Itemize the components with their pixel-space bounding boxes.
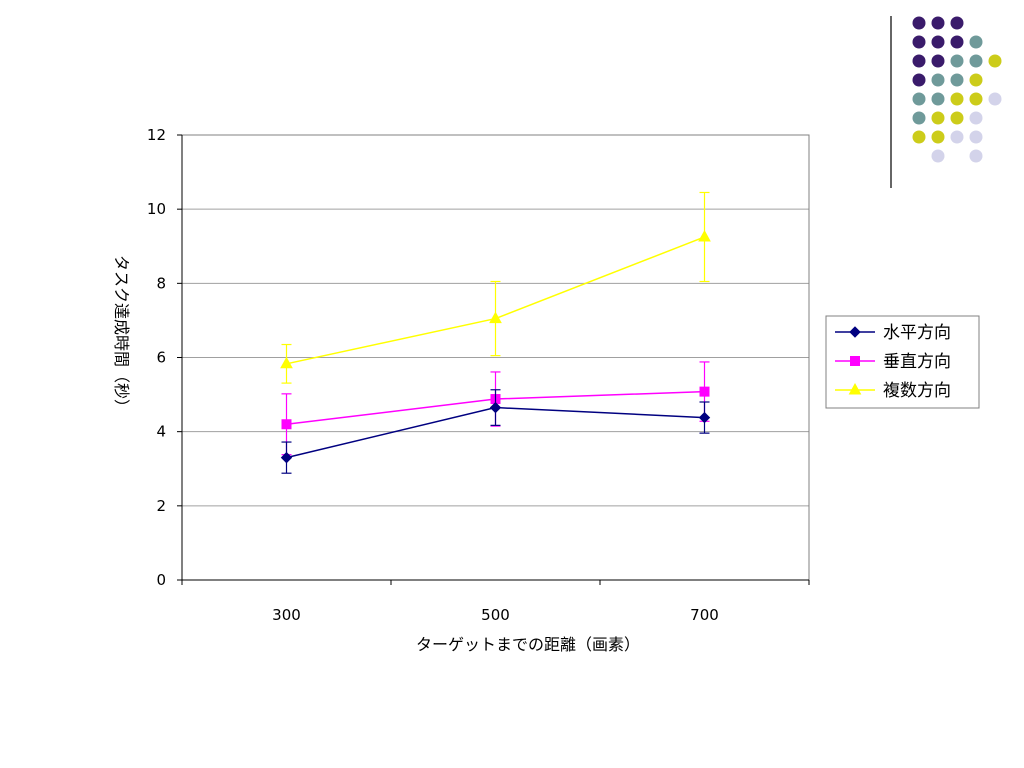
series [280,191,711,474]
dot-grid [912,16,1002,163]
legend-marker [848,382,862,395]
data-point [280,356,293,369]
y-tick-label: 6 [156,349,166,367]
decorative-dot [912,111,926,125]
decorative-dot [912,130,926,144]
y-tick-label: 10 [147,200,166,218]
decorative-dot [950,130,964,144]
y-tick-labels: 0 2 4 6 8 10 12 [147,126,166,589]
legend-label: 複数方向 [883,381,951,401]
decorative-dot [969,111,983,125]
decorative-dot [988,92,1002,106]
x-tick-label: 500 [481,606,510,624]
legend-label: 水平方向 [883,323,951,343]
decorative-dot [950,54,964,68]
decorative-dot [912,54,926,68]
x-tick-label: 700 [690,606,719,624]
decorative-dot [950,111,964,125]
data-point [489,311,502,324]
decorative-dot [912,16,926,30]
legend-entry: 水平方向 [835,323,951,343]
decorative-dot [912,73,926,87]
decorative-dot [912,92,926,106]
decorative-dot [950,92,964,106]
data-point [489,401,502,414]
decorative-dot [988,54,1002,68]
x-axis-title: ターゲットまでの距離（画素） [416,635,640,654]
decorative-dot [969,35,983,49]
legend-entry: 垂直方向 [835,352,951,372]
legend-marker [849,326,861,338]
decorative-dot [950,35,964,49]
y-tick-label: 4 [156,423,166,441]
decorative-dot [931,35,945,49]
data-point [699,386,710,397]
x-tick-labels: 300 500 700 [272,606,719,624]
decorative-dot [931,54,945,68]
decorative-dot [931,92,945,106]
series-diamond [280,389,711,474]
decorative-dot [931,73,945,87]
data-point [698,229,711,242]
decorative-dot [950,16,964,30]
decorative-dot-pattern [890,16,1002,188]
decorative-dot [969,73,983,87]
y-tick-label: 2 [156,497,166,515]
series-triangle [280,191,711,384]
x-tick-label: 300 [272,606,301,624]
decorative-dot [969,149,983,163]
decorative-dot [950,73,964,87]
data-point [280,451,293,464]
legend-marker [850,356,860,366]
decorative-dot [969,92,983,106]
decorative-dot [969,130,983,144]
decorative-dot [931,111,945,125]
y-tick-label: 8 [156,274,166,292]
decorative-dot [969,54,983,68]
data-point [281,419,292,430]
y-axis-title: タスク達成時間（秒） [112,255,131,415]
decorative-dot [912,35,926,49]
decorative-dot [931,130,945,144]
decorative-dot [931,149,945,163]
y-tick-label: 12 [147,126,166,144]
y-tick-label: 0 [156,571,166,589]
data-point [698,411,711,424]
legend-label: 垂直方向 [883,352,951,372]
decorative-dot [931,16,945,30]
axes [177,134,810,585]
legend-entry: 複数方向 [835,381,951,401]
